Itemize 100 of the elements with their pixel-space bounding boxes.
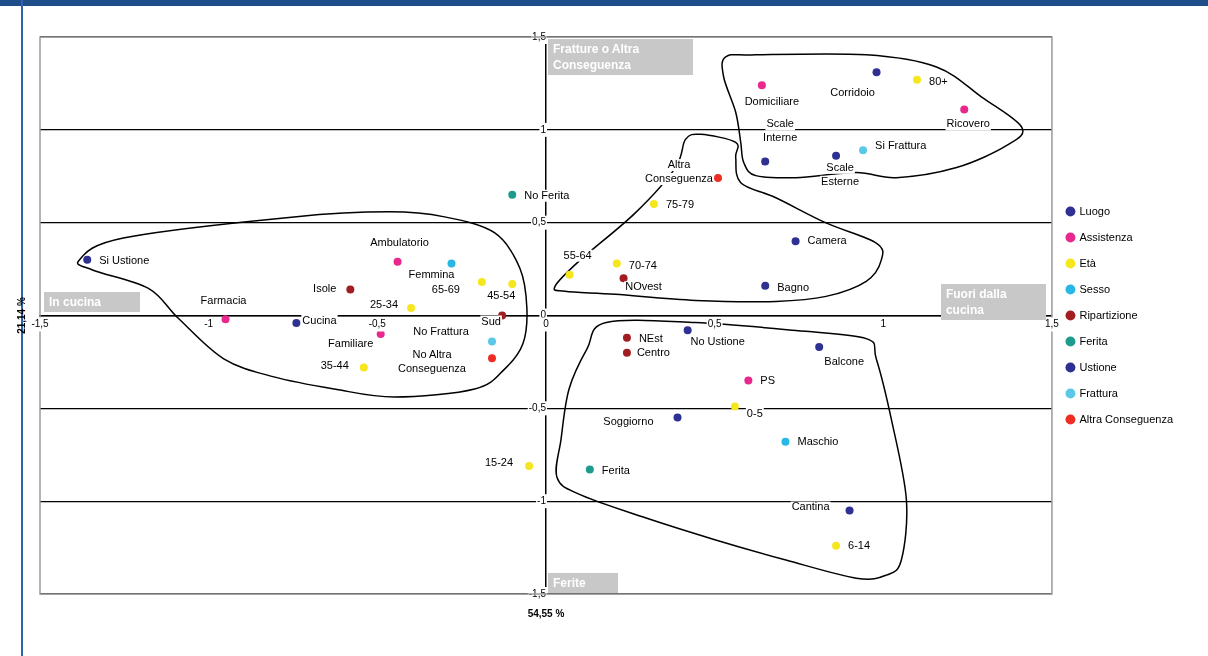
annotation: PS: [760, 373, 776, 386]
legend-label: Assistenza: [1079, 230, 1134, 243]
annotation: Familiare: [328, 337, 374, 350]
point: [859, 146, 868, 155]
annotation: Camera: [807, 234, 848, 247]
x-axis-title: 54,55 %: [527, 607, 565, 619]
point: [815, 343, 824, 352]
point: [832, 541, 841, 550]
x-tick-label: 1,5: [1044, 318, 1060, 330]
point: [488, 354, 496, 363]
point: [791, 237, 800, 246]
point: [525, 461, 534, 470]
legend-label: Altra Conseguenza: [1079, 412, 1174, 425]
annotation: Femmina: [408, 267, 456, 280]
y-tick-label: 0,5: [532, 216, 547, 228]
point: [845, 506, 854, 515]
annotation: 75-79: [665, 198, 695, 211]
legend-label: Sesso: [1079, 282, 1111, 295]
y-tick-label: -1,5: [528, 587, 547, 599]
y-axis-title: 21,14 %: [15, 297, 27, 334]
annotation: 65-69: [431, 283, 460, 296]
annotation: Maschio: [797, 434, 839, 447]
point: [761, 157, 770, 166]
legend-label: Frattura: [1079, 386, 1119, 399]
x-tick-label: -1: [204, 318, 214, 330]
point: [913, 75, 922, 84]
annotation: No Ustione: [690, 335, 745, 348]
y-tick-label: 1,5: [532, 30, 547, 42]
annotation: 70-74: [628, 258, 657, 271]
point: [346, 285, 355, 294]
annotation: Cucina: [302, 313, 338, 326]
point: [407, 304, 416, 313]
point: [488, 337, 496, 346]
annotation: Ferita: [601, 463, 631, 476]
point: [393, 257, 402, 266]
annotation: NEst: [638, 331, 663, 344]
point: [832, 151, 841, 160]
point: [730, 402, 739, 411]
point: [508, 190, 517, 199]
point: [619, 274, 628, 283]
annotation: Ricovero: [946, 117, 990, 130]
point: [781, 437, 790, 446]
point: [622, 333, 631, 342]
point: [447, 259, 456, 268]
annotation: 55-64: [563, 248, 592, 261]
point: [872, 68, 881, 77]
point: [761, 281, 770, 290]
legend-label: Ustione: [1079, 360, 1117, 373]
annotation: No Frattura: [413, 324, 470, 337]
x-tick-label: 0,5: [707, 318, 723, 330]
point: [585, 465, 594, 474]
point: [960, 105, 969, 114]
annotation: 0-5: [746, 406, 763, 419]
point: [221, 315, 230, 324]
annotation: 15-24: [484, 455, 514, 468]
point: [83, 255, 92, 264]
point: [673, 413, 682, 422]
x-tick-label: -1,5: [31, 318, 50, 330]
annotation: 80+: [929, 74, 948, 87]
legend-label: Età: [1079, 256, 1097, 269]
annotation: 35-44: [320, 358, 349, 371]
y-tick-label: -1: [537, 494, 547, 506]
point: [757, 81, 766, 90]
point: [649, 200, 658, 209]
y-tick-label: 1: [540, 123, 547, 135]
x-tick-label: 1: [880, 318, 887, 330]
point: [359, 363, 368, 372]
annotation: Centro: [636, 345, 670, 358]
point: [683, 326, 692, 335]
y-tick-label: -0,5: [528, 402, 547, 414]
annotation: Corridoio: [830, 86, 875, 99]
point: [565, 270, 574, 279]
annotation: Farmacia: [200, 294, 248, 307]
point: [714, 174, 722, 183]
x-tick-label: -0,5: [368, 318, 387, 330]
annotation: No Ferita: [524, 188, 571, 201]
annotation: Bagno: [777, 280, 810, 293]
annotation: Domiciliare: [744, 95, 800, 108]
annotation: 6-14: [848, 538, 871, 551]
point: [292, 318, 301, 327]
point: [744, 376, 753, 385]
annotation: Si Ustione: [99, 253, 150, 266]
annotation: Sud: [481, 314, 501, 327]
annotation: 25-34: [369, 298, 399, 311]
legend-label: Luogo: [1079, 204, 1111, 217]
annotation: No Altra Conseguenza: [398, 348, 467, 375]
annotation: Scale Interne: [763, 117, 798, 144]
annotation: Balcone: [824, 355, 865, 368]
annotation: 45-54: [487, 288, 516, 301]
annotation: Scale Esterne: [821, 160, 860, 187]
annotation: Cantina: [791, 500, 831, 513]
point: [477, 278, 486, 287]
annotation: Isole: [313, 281, 337, 294]
annotation: NOvest: [625, 280, 662, 293]
annotation: Si Frattura: [875, 139, 928, 152]
point: [508, 279, 517, 288]
annotation: Altra Conseguenza: [645, 158, 714, 185]
y-tick-label: 0: [540, 309, 547, 321]
annotation: Soggiorno: [603, 414, 654, 427]
legend-label: Ripartizione: [1079, 308, 1138, 321]
